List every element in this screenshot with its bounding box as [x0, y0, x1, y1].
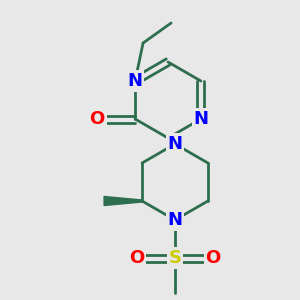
- Text: O: O: [129, 249, 145, 267]
- Text: O: O: [89, 110, 105, 128]
- Text: N: N: [128, 72, 142, 90]
- Text: N: N: [167, 135, 182, 153]
- Text: N: N: [194, 110, 208, 128]
- Text: S: S: [169, 249, 182, 267]
- Polygon shape: [104, 196, 142, 206]
- Text: N: N: [167, 211, 182, 229]
- Text: O: O: [206, 249, 220, 267]
